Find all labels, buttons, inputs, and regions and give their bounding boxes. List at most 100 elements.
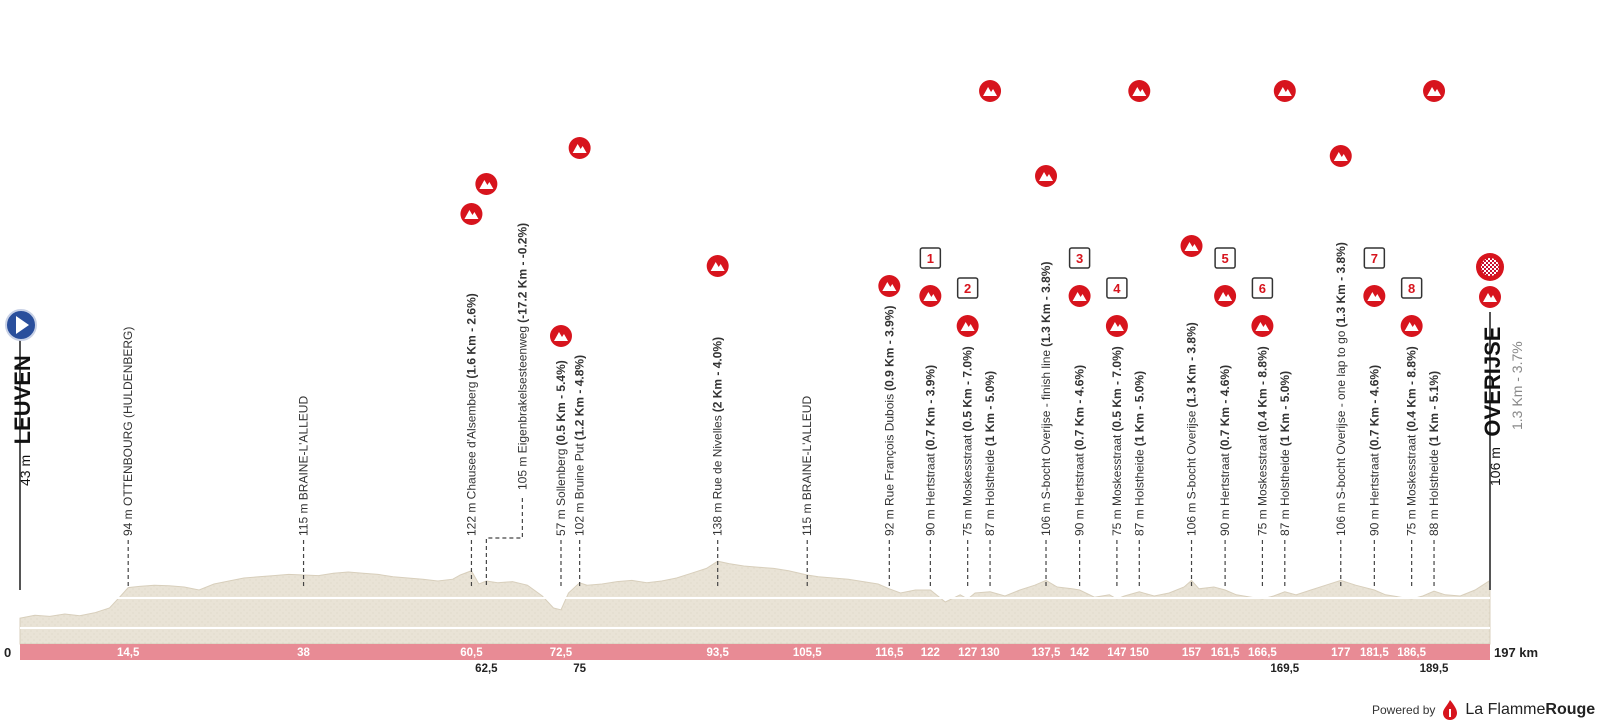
climb-icon xyxy=(1035,165,1058,187)
point-name: Hertstraat xyxy=(1218,453,1232,506)
climb-icon xyxy=(979,80,1002,102)
point-detail: (1.3 Km - 3.8%) xyxy=(1185,322,1199,407)
climb-icon xyxy=(956,315,979,337)
climb-icon xyxy=(878,275,901,297)
km-tick-label: 62,5 xyxy=(475,663,498,675)
powered-by-footer: Powered by La FlammeRouge xyxy=(1372,700,1595,720)
point-name: Moskesstraat xyxy=(1405,434,1419,506)
point-label: 75 m Moskesstraat (0.5 Km - 7.0%) xyxy=(961,346,975,536)
finish-altitude: 106 m xyxy=(1487,447,1503,486)
point-altitude: 102 m xyxy=(573,499,587,536)
point-name: Bruine Put xyxy=(573,443,587,500)
point-label: 75 m Moskesstraat (0.4 Km - 8.8%) xyxy=(1255,346,1269,536)
point-name: Holstheide xyxy=(1132,449,1146,506)
point-label: 87 m Holstheide (1 Km - 5.0%) xyxy=(983,371,997,536)
point-altitude: 90 m xyxy=(1073,506,1087,536)
sector-badge: 3 xyxy=(1068,247,1091,269)
point-altitude: 115 m xyxy=(297,500,311,536)
km-tick-label: 189,5 xyxy=(1420,663,1449,675)
km-tick-label: 75 xyxy=(573,663,586,675)
brand-name: La FlammeRouge xyxy=(1465,701,1595,719)
point-altitude: 92 m xyxy=(882,506,896,536)
point-detail: (1.3 Km - 3.8%) xyxy=(1039,262,1053,347)
point-name: Chausee d'Alsemberg xyxy=(464,382,478,500)
axis-zero-label: 0 xyxy=(4,645,11,660)
point-detail: (1 Km - 5.0%) xyxy=(1278,371,1292,446)
km-tick-label: 166,5 xyxy=(1248,647,1277,659)
point-name: Eigenbrakelsesteenweg xyxy=(515,326,529,453)
elevation-profile-area xyxy=(19,560,1491,645)
km-tick-label: 116,5 xyxy=(875,647,904,659)
sector-badge: 5 xyxy=(1214,247,1236,269)
climb-icon xyxy=(1400,315,1423,337)
climb-icon xyxy=(706,255,729,277)
sector-number: 6 xyxy=(1259,281,1266,296)
point-label: 87 m Holstheide (1 Km - 5.0%) xyxy=(1132,371,1146,536)
point-name: Sollenberg xyxy=(554,449,568,506)
point-name: Moskesstraat xyxy=(961,434,975,506)
point-altitude: 87 m xyxy=(1132,506,1146,536)
point-label: 87 m Holstheide (1 Km - 5.0%) xyxy=(1278,371,1292,536)
climb-icon xyxy=(1128,80,1151,102)
finish-label: 106 m OVERIJSE xyxy=(1480,327,1505,486)
point-label: 75 m Moskesstraat (0.5 Km - 7.0%) xyxy=(1110,346,1124,536)
point-label: 75 m Moskesstraat (0.4 Km - 8.8%) xyxy=(1405,346,1419,536)
start-icon xyxy=(5,309,37,341)
point-name: BRAINE-L'ALLEUD xyxy=(297,396,311,501)
point-detail: (0.5 Km - 5.4%) xyxy=(554,360,568,445)
point-name: Hertstraat xyxy=(1367,453,1381,506)
point-name: S-bocht Overijse - one lap to go xyxy=(1334,330,1348,499)
sector-number: 1 xyxy=(927,251,934,266)
point-label: 106 m S-bocht Overijse - one lap to go (1… xyxy=(1334,242,1348,536)
point-detail: (1 Km - 5.0%) xyxy=(1132,371,1146,446)
point-altitude: 115 m xyxy=(800,500,814,536)
km-tick-label: 93,5 xyxy=(706,647,729,659)
point-altitude: 90 m xyxy=(1367,506,1381,536)
climb-icon xyxy=(1273,80,1296,102)
point-name: Hertstraat xyxy=(923,453,937,506)
km-axis-bar xyxy=(20,644,1490,660)
km-tick-label: 105,5 xyxy=(793,647,822,659)
point-detail: (0.7 Km - 4.6%) xyxy=(1218,365,1232,450)
sector-badge: 8 xyxy=(1400,277,1423,299)
sector-number: 8 xyxy=(1408,281,1415,296)
point-label: 90 m Hertstraat (0.7 Km - 3.9%) xyxy=(923,365,937,536)
point-altitude: 75 m xyxy=(961,506,975,536)
finish-name: OVERIJSE xyxy=(1480,327,1505,437)
point-altitude: 138 m xyxy=(711,499,725,536)
point-label: 122 m Chausee d'Alsemberg (1.6 Km - 2.6%) xyxy=(464,293,478,536)
point-detail: (0.7 Km - 4.6%) xyxy=(1073,365,1087,450)
km-tick-label: 137,5 xyxy=(1032,647,1061,659)
start-label: 43 m LEUVEN xyxy=(10,355,35,486)
brand-bold: Rouge xyxy=(1545,701,1596,718)
km-tick-label: 130 xyxy=(980,647,999,659)
point-altitude: 88 m xyxy=(1427,506,1441,536)
point-altitude: 122 m xyxy=(464,499,478,536)
axis-end-label: 197 km xyxy=(1494,645,1538,660)
point-label: 115 m BRAINE-L'ALLEUD xyxy=(297,396,311,536)
point-label: 106 m S-bocht Overijse (1.3 Km - 3.8%) xyxy=(1185,322,1199,536)
sector-number: 2 xyxy=(964,281,971,296)
point-name: OTTENBOURG (HULDENBERG) xyxy=(121,327,135,506)
point-altitude: 87 m xyxy=(1278,506,1292,536)
climb-icon xyxy=(475,173,498,195)
point-detail: (0.4 Km - 8.8%) xyxy=(1255,346,1269,431)
sector-badge: 4 xyxy=(1106,277,1128,299)
km-tick-label: 122 xyxy=(921,647,940,659)
sector-badge: 2 xyxy=(956,277,979,299)
sector-number: 5 xyxy=(1221,251,1228,266)
point-detail: (0.7 Km - 3.9%) xyxy=(923,365,937,450)
profile-marks: 94 m OTTENBOURG (HULDENBERG) 14,5 115 m BR… xyxy=(117,80,1449,675)
km-tick-label: 177 xyxy=(1331,647,1350,659)
km-tick-label: 72,5 xyxy=(550,647,573,659)
point-detail: (1.2 Km - 4.8%) xyxy=(573,355,587,440)
point-altitude: 75 m xyxy=(1405,506,1419,536)
point-altitude: 106 m xyxy=(1334,499,1348,536)
point-altitude: 106 m xyxy=(1185,499,1199,536)
sector-badge: 7 xyxy=(1363,247,1386,269)
km-tick-label: 150 xyxy=(1130,647,1149,659)
point-name: Holstheide xyxy=(1427,449,1441,506)
km-tick-label: 186,5 xyxy=(1397,647,1426,659)
leader-line xyxy=(485,495,523,585)
